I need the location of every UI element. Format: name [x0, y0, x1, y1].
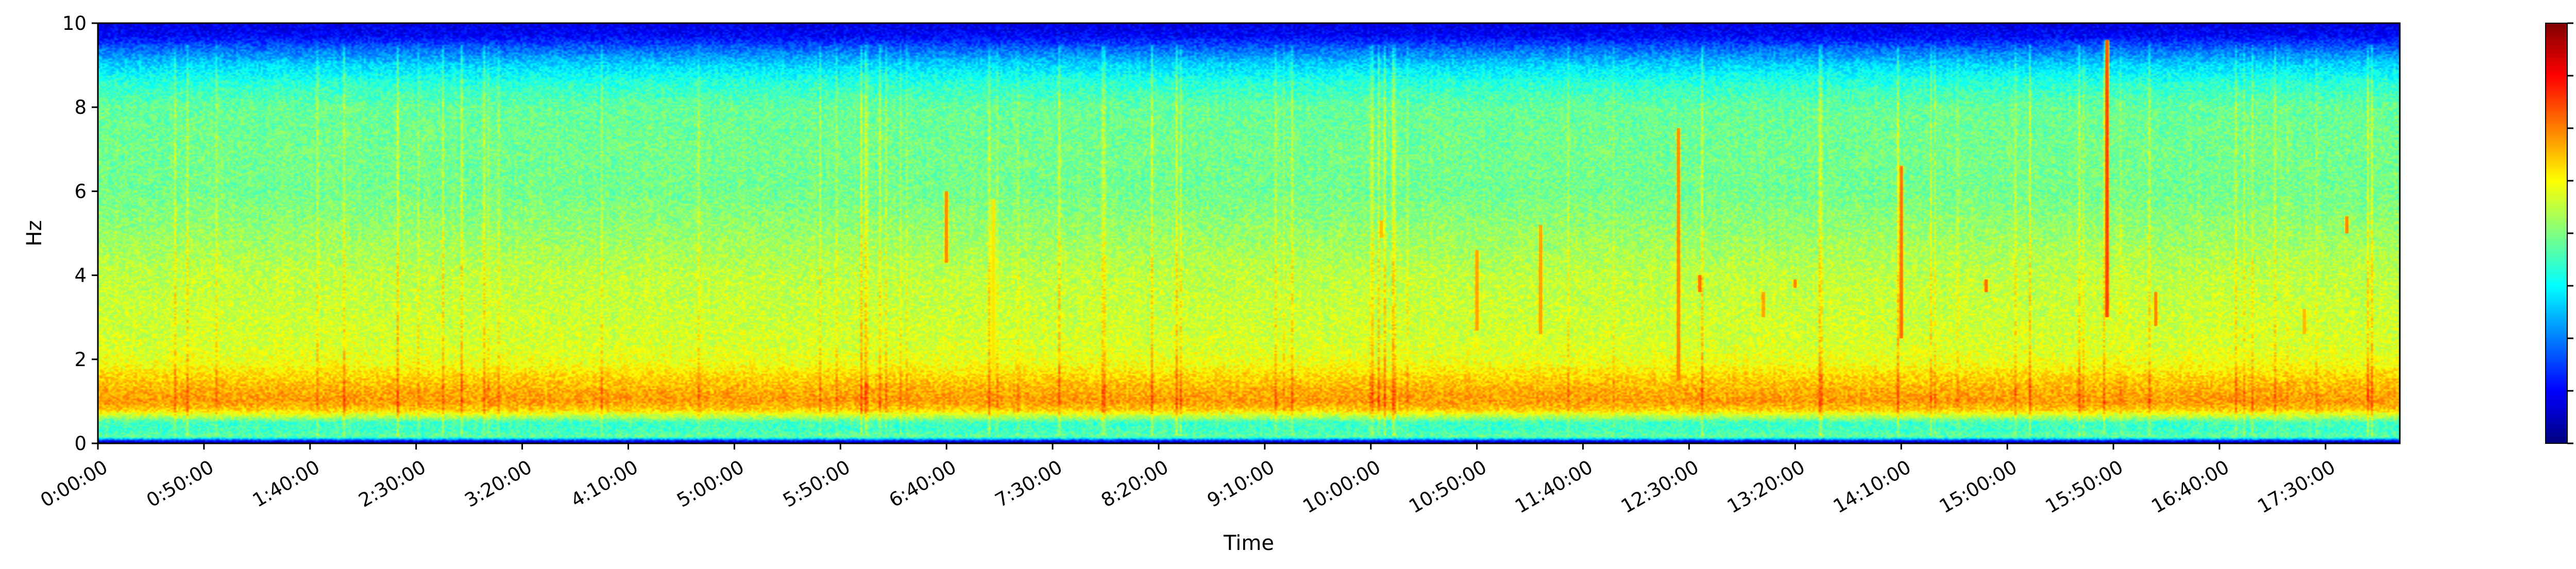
x-tick-label: 11:40:00 [1511, 456, 1596, 518]
x-tick-label: 2:30:00 [355, 456, 430, 512]
event-streak [1793, 279, 1797, 288]
x-tick-label: 8:20:00 [1097, 456, 1172, 512]
y-axis: 0 2 4 6 8 10 [62, 12, 98, 455]
x-tick-label: 6:40:00 [885, 456, 960, 512]
x-axis-label: Time [1223, 531, 1274, 555]
event-streak [2154, 292, 2158, 326]
y-tick-label: 8 [74, 96, 87, 118]
x-tick-label: 17:30:00 [2254, 456, 2339, 518]
colorbar-gradient [2545, 23, 2568, 444]
event-streak [2302, 308, 2306, 334]
event-streak [1676, 128, 1680, 381]
x-tick-label: 15:50:00 [2042, 456, 2127, 518]
spectrogram-image [98, 23, 2400, 443]
y-axis-label: Hz [23, 220, 46, 246]
x-tick-label: 0:00:00 [37, 456, 111, 512]
x-tick-label: 9:10:00 [1204, 456, 1278, 512]
event-streak [945, 191, 948, 263]
event-streak [1539, 225, 1543, 334]
x-tick-label: 0:50:00 [143, 456, 217, 512]
x-tick-label: 16:40:00 [2148, 456, 2233, 518]
event-streak [1984, 279, 1988, 292]
event-streak [1475, 250, 1479, 330]
x-tick-label: 14:10:00 [1829, 456, 1914, 518]
event-streaks [945, 40, 2349, 381]
y-tick-label: 0 [74, 433, 87, 455]
x-tick-label: 12:30:00 [1617, 456, 1702, 518]
event-streak [1698, 275, 1702, 292]
event-streak [2345, 216, 2349, 233]
x-tick-label: 7:30:00 [991, 456, 1066, 512]
x-tick-label: 10:00:00 [1299, 456, 1384, 518]
x-tick-label: 5:00:00 [673, 456, 748, 512]
event-streak [1380, 220, 1383, 238]
y-tick-label: 10 [62, 12, 87, 35]
y-tick-label: 6 [74, 180, 87, 202]
plot-frame [97, 22, 2401, 444]
colorbar: +0 dB-10 dB-20 dB-30 dB-40 dB-50 dB-60 d… [2545, 22, 2573, 444]
x-tick-label: 10:50:00 [1405, 456, 1490, 518]
event-streak [991, 199, 995, 381]
x-tick-label: 1:40:00 [249, 456, 324, 512]
colorbar-ticks: +0 dB-10 dB-20 dB-30 dB-40 dB-50 dB-60 d… [2567, 22, 2573, 444]
plot-area [97, 22, 2401, 444]
x-tick-label: 3:20:00 [461, 456, 536, 512]
event-streak [2105, 40, 2109, 318]
x-tick-label: 4:10:00 [567, 456, 642, 512]
y-tick-label: 4 [74, 265, 87, 287]
x-tick-label: 15:00:00 [1936, 456, 2021, 518]
x-tick-label: 5:50:00 [779, 456, 854, 512]
event-streak [1900, 166, 1903, 338]
event-streak [1761, 292, 1765, 318]
x-tick-label: 13:20:00 [1723, 456, 1808, 518]
y-tick-label: 2 [74, 349, 87, 371]
x-axis: 0:00:00 0:50:00 1:40:00 2:30:00 3:20:00 4:10:… [37, 443, 2339, 518]
